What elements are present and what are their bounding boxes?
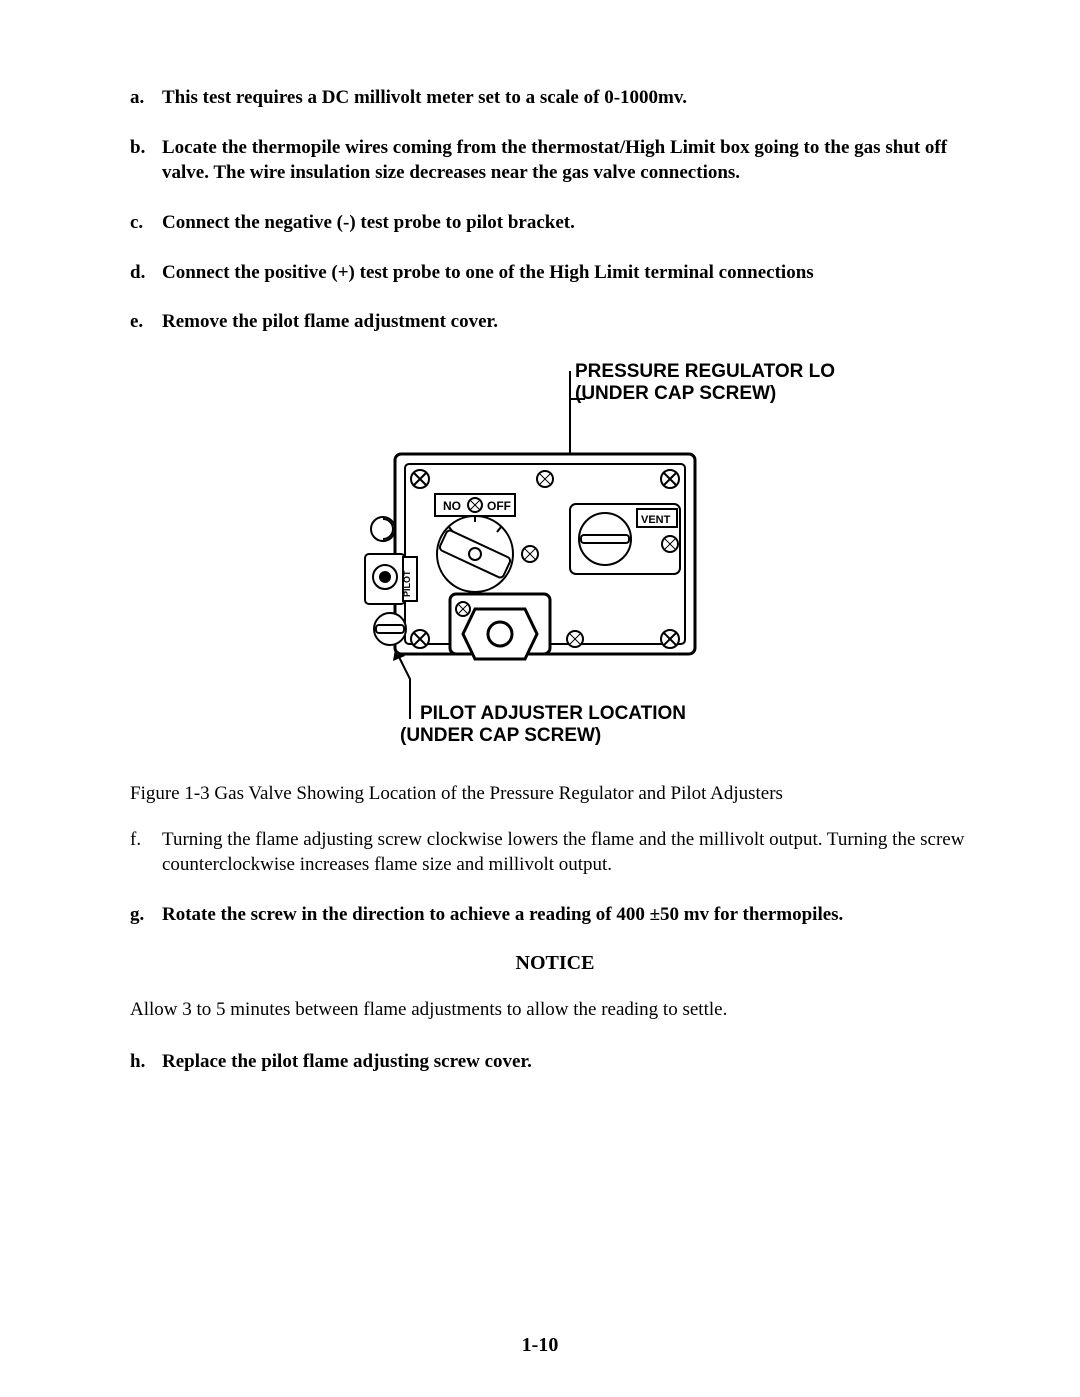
figure-wrap: PRESSURE REGULATOR LOCATION (UNDER CAP S… [275, 359, 835, 769]
notice-heading: NOTICE [130, 952, 980, 975]
diagram-label-top-1: PRESSURE REGULATOR LOCATION [575, 361, 835, 382]
step-text: Rotate the screw in the direction to ach… [162, 904, 843, 925]
step-text: Remove the pilot flame adjustment cover. [162, 311, 498, 332]
step-a: a. This test requires a DC millivolt met… [130, 85, 980, 111]
step-marker: a. [130, 85, 144, 111]
page-number: 1-10 [0, 1334, 1080, 1357]
step-e: e. Remove the pilot flame adjustment cov… [130, 309, 980, 335]
valve-label-off: OFF [487, 499, 511, 513]
notice-body: Allow 3 to 5 minutes between flame adjus… [130, 997, 980, 1024]
step-b: b. Locate the thermopile wires coming fr… [130, 135, 980, 186]
page-content: a. This test requires a DC millivolt met… [0, 0, 1080, 1139]
figure-caption: Figure 1-3 Gas Valve Showing Location of… [130, 783, 980, 805]
step-marker: c. [130, 210, 143, 236]
step-text: Locate the thermopile wires coming from … [162, 137, 947, 184]
step-text: This test requires a DC millivolt meter … [162, 87, 687, 108]
valve-label-pilot: PILOT [402, 570, 412, 597]
step-h: h. Replace the pilot flame adjusting scr… [130, 1049, 980, 1075]
step-d: d. Connect the positive (+) test probe t… [130, 260, 980, 286]
step-marker: d. [130, 260, 145, 286]
step-f: f. Turning the flame adjusting screw clo… [130, 827, 980, 878]
valve-label-vent: VENT [641, 514, 671, 526]
step-list-3: h. Replace the pilot flame adjusting scr… [130, 1049, 980, 1075]
diagram-label-bottom-2: (UNDER CAP SCREW) [400, 725, 601, 746]
valve-label-no: NO [443, 499, 461, 513]
step-text: Connect the positive (+) test probe to o… [162, 262, 814, 283]
step-marker: g. [130, 902, 144, 928]
step-list: a. This test requires a DC millivolt met… [130, 85, 980, 335]
step-text: Connect the negative (-) test probe to p… [162, 212, 575, 233]
diagram-label-top-2: (UNDER CAP SCREW) [575, 383, 776, 404]
diagram-label-bottom-1: PILOT ADJUSTER LOCATION [420, 703, 686, 724]
step-marker: b. [130, 135, 145, 161]
step-text: Turning the flame adjusting screw clockw… [162, 829, 964, 876]
step-c: c. Connect the negative (-) test probe t… [130, 210, 980, 236]
gas-valve-diagram: PRESSURE REGULATOR LOCATION (UNDER CAP S… [275, 359, 835, 769]
step-text: Replace the pilot flame adjusting screw … [162, 1051, 532, 1072]
step-marker: e. [130, 309, 143, 335]
step-marker: h. [130, 1049, 145, 1075]
step-list-2: f. Turning the flame adjusting screw clo… [130, 827, 980, 928]
step-g: g. Rotate the screw in the direction to … [130, 902, 980, 928]
step-marker: f. [130, 827, 141, 853]
